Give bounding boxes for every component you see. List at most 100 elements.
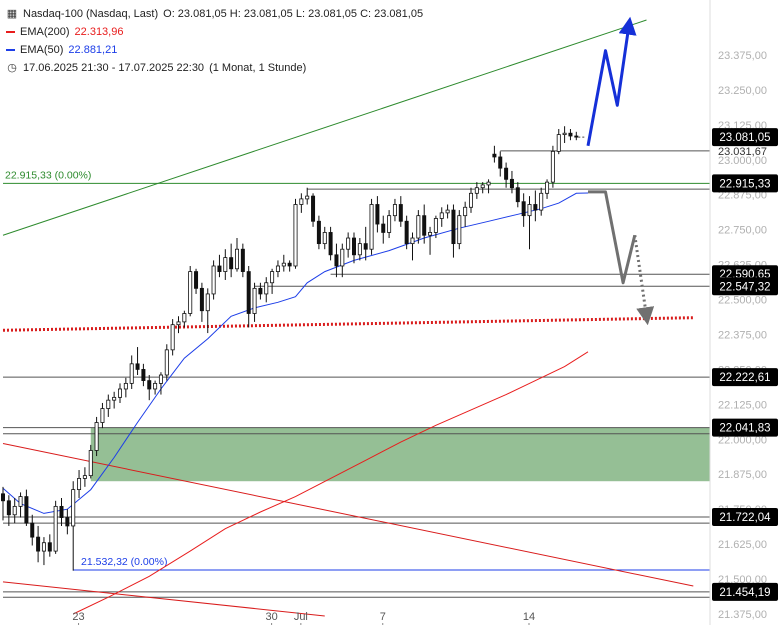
legend-instrument: Nasdaq-100 (Nasdaq, Last) bbox=[23, 8, 159, 20]
price-badge-7 bbox=[712, 507, 778, 526]
price-badge-4 bbox=[712, 277, 778, 296]
trendline-dotted-support bbox=[2, 316, 694, 332]
x-tick-label-4: 14 bbox=[523, 611, 535, 623]
candle-body-34 bbox=[199, 287, 204, 312]
candle-body-69 bbox=[404, 220, 409, 245]
gap-zone bbox=[90, 427, 710, 482]
y-tick-label-4: 22.875,00 bbox=[718, 190, 767, 202]
candle-body-31 bbox=[182, 313, 187, 323]
candle-body-76 bbox=[445, 209, 450, 214]
candle-body-37 bbox=[217, 265, 222, 272]
ema200-swatch bbox=[6, 31, 15, 33]
candle-body-53 bbox=[311, 195, 316, 222]
candle-body-32 bbox=[188, 271, 193, 314]
candle-body-65 bbox=[381, 223, 386, 233]
candle-body-93 bbox=[545, 181, 550, 194]
candle-body-72 bbox=[422, 215, 427, 236]
candle-body-8 bbox=[47, 542, 52, 552]
candle-body-19 bbox=[112, 396, 117, 401]
candle-body-3 bbox=[18, 496, 23, 507]
candle-body-52 bbox=[305, 195, 310, 200]
candle-body-49 bbox=[287, 262, 292, 267]
legend-ema200-value: 22.313,96 bbox=[74, 26, 124, 38]
candle-body-26 bbox=[153, 382, 158, 390]
candle-body-73 bbox=[428, 232, 433, 236]
candle-body-50 bbox=[293, 204, 298, 267]
candle-body-20 bbox=[118, 388, 123, 398]
y-tick-label-12: 21.875,00 bbox=[718, 469, 767, 481]
candle-body-43 bbox=[252, 287, 257, 314]
legend-ema50-label: EMA(50) bbox=[20, 44, 64, 56]
candle-body-23 bbox=[135, 363, 140, 370]
y-tick-label-5: 22.750,00 bbox=[718, 225, 767, 237]
price-badge-8 bbox=[712, 582, 778, 601]
candle-body-28 bbox=[164, 349, 169, 376]
candle-body-96 bbox=[562, 132, 567, 136]
price-badge-label-4: 22.547,32 bbox=[719, 281, 770, 293]
candle-body-0 bbox=[0, 493, 6, 502]
legend-period: 17.06.2025 21:30 - 17.07.2025 22:30 bbox=[23, 62, 205, 74]
projection-bear-arrow-tail bbox=[633, 235, 655, 326]
candle-body-2 bbox=[12, 505, 17, 516]
candle-body-40 bbox=[234, 248, 239, 270]
candle-body-44 bbox=[258, 287, 263, 295]
candle-body-35 bbox=[205, 293, 210, 312]
y-tick-label-10: 22.125,00 bbox=[718, 399, 767, 411]
candle-body-79 bbox=[463, 206, 468, 217]
candle-body-48 bbox=[281, 262, 286, 267]
candle-body-87 bbox=[509, 178, 514, 189]
legend-ema50-value: 22.881,21 bbox=[68, 44, 118, 56]
price-badge-0 bbox=[712, 128, 778, 147]
chart-icon: ▦ bbox=[6, 8, 18, 20]
candle-body-89 bbox=[521, 201, 526, 217]
candle-body-24 bbox=[141, 369, 146, 381]
y-tick-label-0: 23.375,00 bbox=[718, 50, 767, 62]
candle-body-7 bbox=[41, 542, 46, 552]
candle-body-36 bbox=[211, 265, 216, 295]
candle-body-85 bbox=[498, 156, 503, 169]
chart-legend: ▦ Nasdaq-100 (Nasdaq, Last) O: 23.081,05… bbox=[6, 5, 423, 77]
candle-body-58 bbox=[340, 248, 345, 267]
candle-body-46 bbox=[270, 271, 275, 284]
candle-body-71 bbox=[416, 215, 421, 239]
price-badge-6 bbox=[712, 418, 778, 437]
y-tick-label-7: 22.500,00 bbox=[718, 295, 767, 307]
y-tick-label-14: 21.625,00 bbox=[718, 539, 767, 551]
clock-icon: ◷ bbox=[7, 62, 17, 74]
candle-body-83 bbox=[486, 181, 491, 186]
candle-body-25 bbox=[147, 380, 152, 390]
candle-body-91 bbox=[533, 204, 538, 211]
candle-body-60 bbox=[351, 237, 356, 256]
candle-body-21 bbox=[123, 382, 128, 390]
projection-bear-arrow bbox=[588, 190, 637, 285]
level-annotation-0: 22.915,33 (0.00%) bbox=[5, 169, 91, 181]
candle-body-61 bbox=[357, 243, 362, 256]
candle-body-27 bbox=[158, 374, 163, 384]
legend-period-row: ◷ 17.06.2025 21:30 - 17.07.2025 22:30 (1… bbox=[6, 59, 423, 77]
candle-body-41 bbox=[240, 248, 245, 272]
price-badge-label-6: 22.041,83 bbox=[719, 423, 770, 435]
candle-body-11 bbox=[65, 517, 70, 527]
candle-body-70 bbox=[410, 237, 415, 245]
price-label-1: 23.031,67 bbox=[718, 146, 767, 158]
candle-body-59 bbox=[346, 237, 351, 250]
x-tick-label-3: 7 bbox=[380, 611, 386, 623]
legend-interval: (1 Monat, 1 Stunde) bbox=[209, 62, 307, 74]
candle-body-51 bbox=[299, 198, 304, 205]
candle-body-54 bbox=[316, 220, 321, 245]
trendline-red-channel-bottom bbox=[2, 581, 325, 617]
price-badge-5 bbox=[712, 368, 778, 387]
candle-body-16 bbox=[94, 422, 99, 451]
candle-body-33 bbox=[194, 271, 199, 289]
candle-body-12 bbox=[71, 489, 76, 527]
candle-body-9 bbox=[53, 505, 58, 552]
candle-body-82 bbox=[480, 184, 485, 189]
candle-body-74 bbox=[433, 218, 438, 233]
candle-body-62 bbox=[363, 243, 368, 250]
candle-body-29 bbox=[170, 324, 175, 351]
candle-body-1 bbox=[6, 500, 11, 516]
y-tick-label-8: 22.375,00 bbox=[718, 329, 767, 341]
legend-ema200-row: EMA(200) 22.313,96 bbox=[6, 23, 423, 41]
candle-body-57 bbox=[334, 254, 339, 267]
